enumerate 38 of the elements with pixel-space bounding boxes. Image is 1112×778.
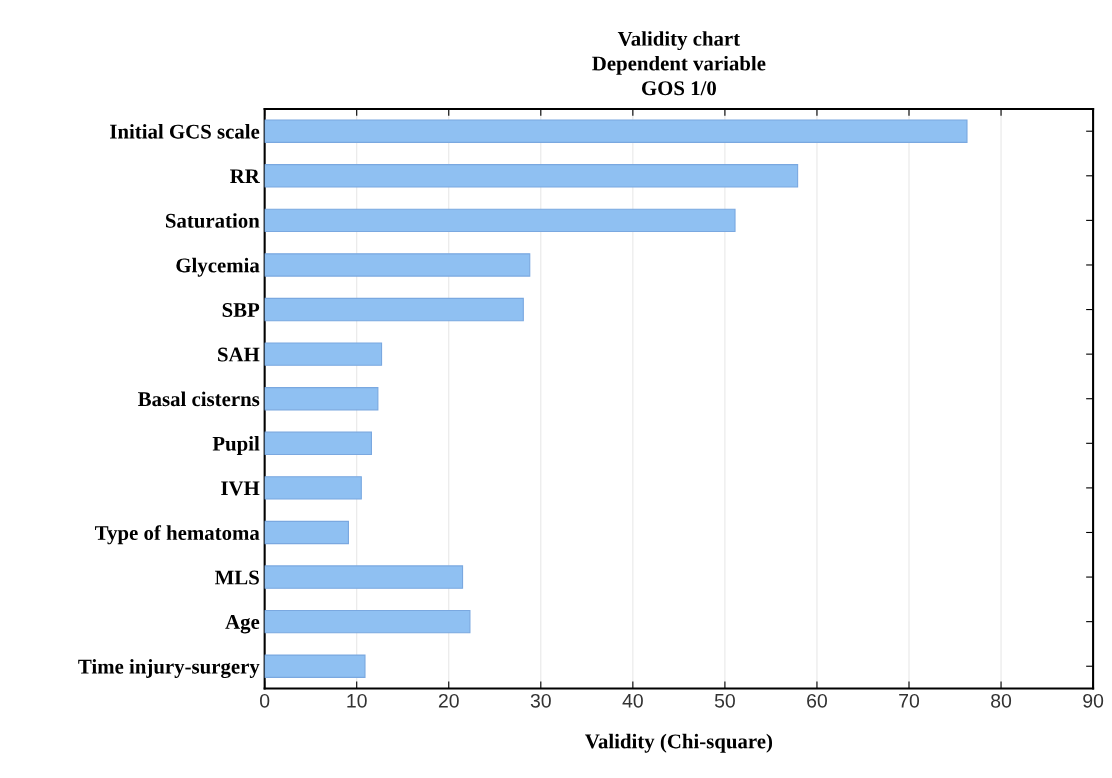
bar <box>264 654 366 678</box>
y-tick-label: SBP <box>222 302 260 317</box>
x-tick-label: 10 <box>347 693 367 708</box>
bar <box>264 431 372 456</box>
y-tick-label: IVH <box>221 481 260 496</box>
bar <box>264 164 799 188</box>
y-tick-label: Age <box>225 615 260 634</box>
x-tick-label: 30 <box>530 693 551 708</box>
x-tick-label: 70 <box>899 693 920 708</box>
x-axis-title: Validity (Chi-square) <box>585 733 773 753</box>
bar <box>264 476 362 500</box>
x-tick-label: 60 <box>807 693 827 708</box>
y-tick-label: Basal cisterns <box>138 391 260 407</box>
bar <box>264 342 383 366</box>
bar <box>264 253 531 277</box>
x-tick-label: 0 <box>260 693 270 708</box>
y-tick-label: Saturation <box>165 213 260 228</box>
x-tick-label: 40 <box>622 693 643 708</box>
x-tick-label: 50 <box>714 693 735 708</box>
x-tick-label: 80 <box>991 693 1012 708</box>
bar <box>264 609 471 634</box>
y-tick-label: Pupil <box>212 436 260 455</box>
y-tick-label: Initial GCS scale <box>110 123 260 139</box>
x-tick-label: 90 <box>1083 693 1104 708</box>
bar <box>264 520 349 545</box>
bar <box>264 387 379 411</box>
y-tick-label: Type of hematoma <box>95 525 260 545</box>
y-tick-label: MLS <box>215 570 259 585</box>
bar <box>264 565 464 589</box>
bar <box>264 119 968 143</box>
bar <box>264 297 524 322</box>
y-tick-label: RR <box>230 169 260 184</box>
chart-title: Validity chart Dependent variable GOS 1/0 <box>592 31 766 96</box>
y-tick-label: Glycemia <box>176 257 260 277</box>
x-tick-label: 20 <box>438 693 459 708</box>
y-tick-label: Time injury-surgery <box>78 659 260 679</box>
bar <box>264 208 736 233</box>
y-tick-label: SAH <box>218 347 260 362</box>
